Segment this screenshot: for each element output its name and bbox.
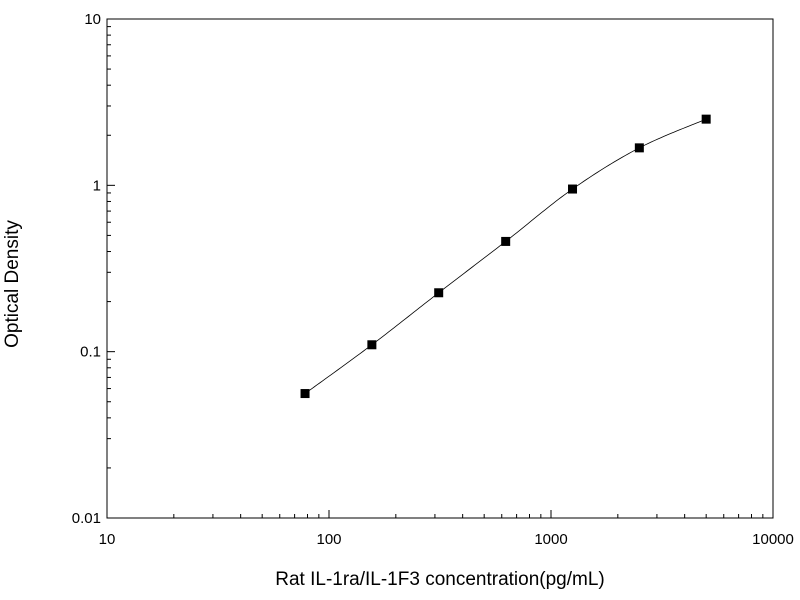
data-point xyxy=(568,184,578,194)
y-tick-label: 0.01 xyxy=(72,510,101,527)
data-point xyxy=(501,236,511,246)
data-point xyxy=(701,114,711,124)
tick-labels: 10 100 1000 10000 0.01 0.1 1 10 xyxy=(72,11,794,548)
plot-border xyxy=(106,18,774,519)
axis-ticks xyxy=(106,18,774,519)
data-point xyxy=(634,143,644,153)
x-axis-title: Rat IL-1ra/IL-1F3 concentration(pg/mL) xyxy=(275,569,605,590)
data-points xyxy=(300,114,711,399)
fit-curve xyxy=(304,118,707,394)
y-axis-title: Optical Density xyxy=(2,220,23,348)
x-tick-label: 1000 xyxy=(534,531,567,548)
y-tick-label: 0.1 xyxy=(80,344,101,361)
y-tick-label: 10 xyxy=(84,11,101,28)
data-point xyxy=(434,288,444,298)
data-point xyxy=(300,389,310,399)
y-tick-label: 1 xyxy=(93,177,101,194)
x-tick-label: 10 xyxy=(99,531,116,548)
x-tick-label: 100 xyxy=(316,531,341,548)
plot-frame xyxy=(106,18,774,519)
x-tick-label: 10000 xyxy=(752,531,794,548)
data-point xyxy=(367,340,377,350)
